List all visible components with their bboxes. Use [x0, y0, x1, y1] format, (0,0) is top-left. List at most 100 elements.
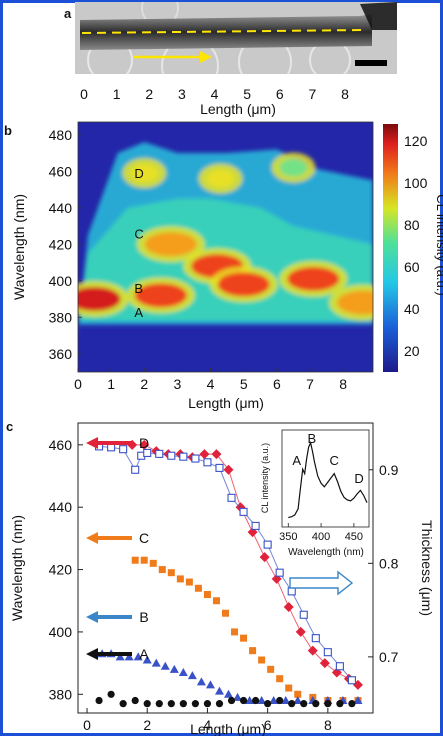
heatmap-y-tick-label: 480: [49, 127, 73, 143]
point-d: [223, 464, 234, 475]
heatmap-x-tick-label: 3: [174, 376, 182, 392]
point-c: [167, 569, 175, 577]
point-c: [203, 591, 211, 599]
point-d: [307, 645, 318, 656]
panel-a-tick-label: 3: [178, 86, 186, 102]
point-b: [115, 652, 125, 661]
point-a: [300, 700, 308, 708]
heatmap-blob: [279, 158, 308, 177]
panel-a-xlabel: Length (μm): [200, 101, 276, 117]
panel-a-tick-label: 0: [80, 86, 88, 102]
point-a: [264, 700, 272, 708]
inset-x-tick-label: 400: [312, 531, 330, 543]
point-thickness: [119, 445, 128, 454]
heatmap-y-tick-label: 400: [49, 273, 73, 289]
panel-a-label: a: [64, 6, 72, 21]
scatter-xlabel: Length (μm): [190, 721, 266, 736]
point-d: [211, 449, 222, 460]
point-c: [194, 584, 202, 592]
point-a: [191, 700, 199, 708]
heatmap-blob: [287, 266, 340, 291]
point-a: [215, 700, 224, 708]
inset-peak-label: D: [354, 471, 363, 486]
inset-x-tick-label: 350: [279, 531, 297, 543]
point-c: [185, 578, 193, 586]
point-a: [288, 700, 296, 708]
heatmap-marker-d: D: [134, 166, 143, 181]
panel-a: a 0 1 2 3 4 5 6 7 8 Length (μm): [64, 2, 397, 117]
point-a: [155, 700, 163, 708]
point-a: [107, 690, 115, 698]
heatmap-x-tick-label: 0: [74, 376, 82, 392]
point-a: [131, 696, 139, 705]
heatmap-blob: [337, 290, 373, 315]
heatmap-blob: [78, 287, 121, 312]
point-c: [267, 665, 275, 673]
point-b: [187, 671, 197, 680]
point-c: [140, 556, 148, 564]
inset-spectrum-line: [288, 440, 368, 519]
point-b: [245, 696, 255, 705]
point-thickness: [179, 452, 188, 461]
heatmap-x-tick-label: 7: [306, 376, 314, 392]
series-arrowhead: [86, 437, 98, 449]
scatter-x-tick-label: 2: [143, 717, 151, 733]
point-a: [312, 700, 320, 708]
inset-ylabel: CL intensity (a.u.): [260, 443, 270, 513]
point-a: [95, 696, 103, 705]
series-arrowhead: [86, 648, 98, 660]
heatmap-y-tick-label: 420: [49, 236, 73, 252]
point-thickness: [143, 448, 152, 457]
point-a: [336, 700, 344, 708]
point-c: [249, 647, 257, 655]
heatmap-marker-a: A: [134, 305, 143, 320]
point-c: [285, 684, 293, 692]
point-b: [293, 696, 303, 705]
point-b: [133, 652, 143, 661]
point-c: [176, 575, 184, 583]
point-a: [276, 696, 284, 705]
point-b: [124, 652, 134, 661]
inset-peak-label: A: [292, 453, 301, 468]
point-d: [139, 439, 150, 450]
scatter-y-tick-label: 460: [49, 437, 73, 453]
scatter-y-tick-label: 400: [49, 624, 73, 640]
heatmap-y-tick-label: 440: [49, 200, 73, 216]
heatmap-x-tick-label: 6: [273, 376, 281, 392]
point-b: [169, 664, 179, 673]
point-b: [142, 655, 152, 664]
point-a: [203, 700, 212, 708]
heatmap: [78, 122, 373, 372]
heatmap-x-tick-label: 2: [140, 376, 148, 392]
series-arrowhead: [86, 532, 98, 544]
heatmap-marker-b: B: [134, 281, 143, 296]
point-d: [259, 552, 270, 563]
colorbar: [383, 124, 398, 372]
panel-b-label: b: [4, 123, 12, 138]
heatmap-marker-c: C: [134, 226, 143, 241]
inset-peak-label: B: [308, 431, 317, 446]
colorbar-tick-label: 40: [404, 301, 420, 317]
colorbar-tick-label: 100: [404, 175, 428, 191]
colorbar-label: CL intensity (a.u.): [434, 194, 443, 295]
scatter-x-tick-label: 0: [83, 717, 91, 733]
scatter-y2-tick-label: 0.9: [379, 462, 399, 478]
point-a: [239, 696, 248, 705]
scale-bar: [355, 60, 387, 66]
heatmap-xlabel: Length (μm): [188, 395, 264, 411]
thickness-arrow: [289, 570, 354, 596]
heatmap-blob: [144, 232, 197, 257]
point-a: [324, 700, 332, 708]
panel-c: c 0 2 4 6 8 380 400 420 440 460 0.7 0.8 0.9 Waveleng…: [6, 419, 435, 736]
point-thickness: [131, 465, 140, 474]
colorbar-tick-label: 120: [404, 133, 428, 149]
point-thickness: [335, 662, 344, 671]
point-c: [276, 675, 284, 683]
point-thickness: [299, 610, 308, 619]
point-b: [281, 696, 291, 705]
sem-image: [75, 2, 397, 74]
scatter-x-tick-label: 6: [264, 717, 272, 733]
